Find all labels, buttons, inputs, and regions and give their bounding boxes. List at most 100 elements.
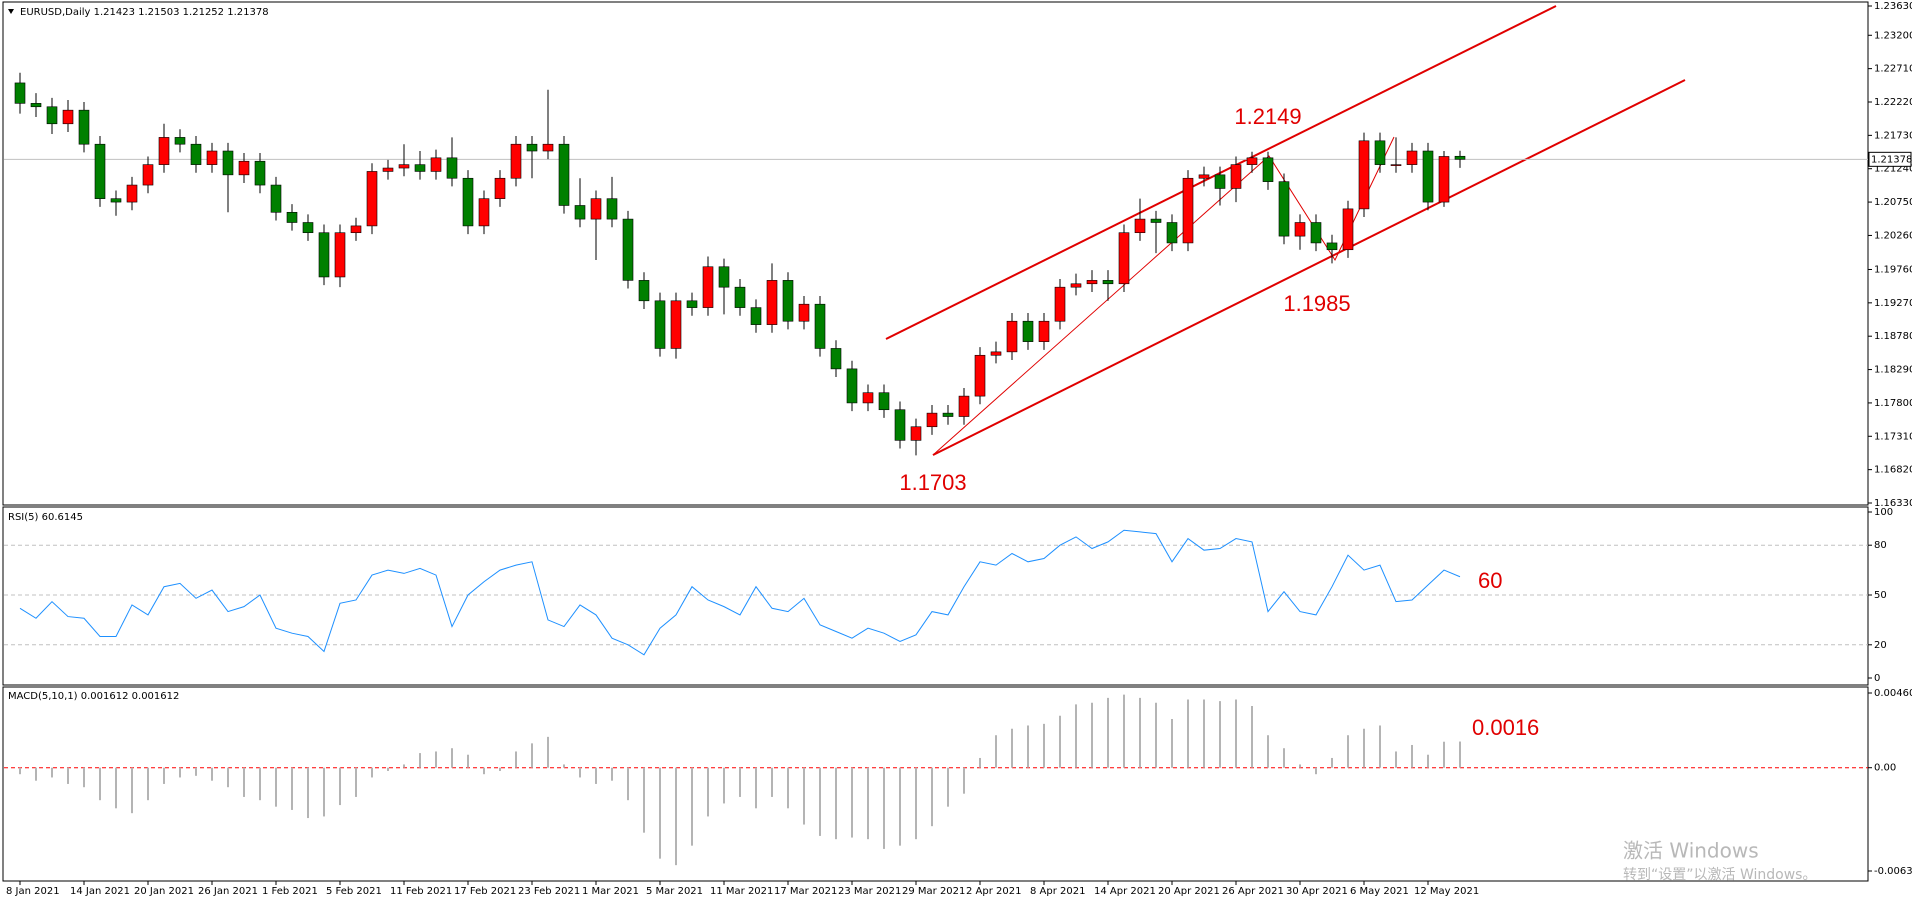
candle-body xyxy=(142,164,154,186)
candle-body xyxy=(478,198,490,227)
x-tick-label: 1 Mar 2021 xyxy=(582,886,639,897)
candle-body xyxy=(1102,280,1114,285)
y-tick-label: 1.20260 xyxy=(1874,230,1912,241)
y-tick-label: 80 xyxy=(1874,540,1887,551)
x-tick-label: 26 Apr 2021 xyxy=(1222,886,1284,897)
candle-body xyxy=(1358,140,1370,210)
candle-body xyxy=(686,300,698,308)
candle-body xyxy=(1326,242,1338,251)
annotation: 1.1985 xyxy=(1283,291,1350,316)
candle-body xyxy=(1150,218,1162,223)
candle-body xyxy=(1422,150,1434,203)
candle-body xyxy=(1182,177,1194,244)
x-tick-label: 6 May 2021 xyxy=(1350,886,1409,897)
candle-body xyxy=(318,232,330,278)
channel-upper xyxy=(885,5,1557,340)
candle-body xyxy=(1454,155,1466,160)
candle-body xyxy=(894,409,906,441)
rsi-panel xyxy=(2,506,1869,686)
candle-body xyxy=(190,143,202,165)
candle-body xyxy=(1262,157,1274,182)
y-tick-label: 1.22220 xyxy=(1874,97,1912,108)
x-tick-label: 14 Jan 2021 xyxy=(70,886,130,897)
candle-body xyxy=(238,160,250,176)
x-tick-label: 11 Mar 2021 xyxy=(710,886,773,897)
candle-body xyxy=(398,164,410,169)
main-panel xyxy=(2,1,1869,506)
y-tick-label: 1.19760 xyxy=(1874,264,1912,275)
x-tick-label: 30 Apr 2021 xyxy=(1286,886,1348,897)
candle-body xyxy=(78,109,90,145)
candle-body xyxy=(1134,218,1146,234)
annotation: 60 xyxy=(1478,568,1502,593)
candle-body xyxy=(590,198,602,220)
candle-body xyxy=(94,143,106,199)
candle-body xyxy=(174,137,186,145)
candle-body xyxy=(670,300,682,349)
candle-body xyxy=(622,218,634,281)
candle-body xyxy=(1054,286,1066,322)
y-tick-label: 0.00 xyxy=(1874,763,1896,774)
candle-body xyxy=(942,412,954,417)
rsi-title: RSI(5) 60.6145 xyxy=(8,512,83,523)
rsi-line xyxy=(19,529,1461,656)
macd-panel xyxy=(2,686,1869,882)
candle-body xyxy=(1006,320,1018,353)
x-tick-label: 8 Apr 2021 xyxy=(1030,886,1085,897)
candle-body xyxy=(302,222,314,234)
x-tick-label: 12 May 2021 xyxy=(1414,886,1479,897)
candle-body xyxy=(782,280,794,322)
x-tick-label: 5 Feb 2021 xyxy=(326,886,382,897)
x-tick-label: 1 Feb 2021 xyxy=(262,886,318,897)
candle-body xyxy=(430,157,442,172)
x-tick-label: 20 Jan 2021 xyxy=(134,886,194,897)
candle-body xyxy=(638,280,650,302)
y-tick-label: 50 xyxy=(1874,590,1887,601)
candle-body xyxy=(110,198,122,203)
candle-body xyxy=(1438,156,1450,203)
candle-body xyxy=(286,211,298,223)
candle-body xyxy=(446,157,458,179)
y-tick-label: 1.19270 xyxy=(1874,298,1912,309)
x-tick-label: 17 Feb 2021 xyxy=(454,886,516,897)
candle-body xyxy=(958,395,970,417)
candle-body xyxy=(878,392,890,411)
candle-body xyxy=(574,205,586,220)
channel-lower xyxy=(932,79,1686,456)
candle-body xyxy=(334,232,346,278)
candle-body xyxy=(558,143,570,206)
candle-body xyxy=(366,171,378,227)
candle-body xyxy=(846,368,858,404)
candle-body xyxy=(462,177,474,227)
x-tick-label: 23 Feb 2021 xyxy=(518,886,580,897)
menu-arrow[interactable] xyxy=(8,9,14,14)
candle-body xyxy=(702,266,714,308)
candle-body xyxy=(1390,164,1402,166)
candle-body xyxy=(382,167,394,172)
candle-body xyxy=(126,184,138,203)
candle-body xyxy=(1086,280,1098,285)
candle-body xyxy=(718,266,730,288)
candle-body xyxy=(910,426,922,441)
y-tick-label: 1.23200 xyxy=(1874,30,1912,41)
x-tick-label: 14 Apr 2021 xyxy=(1094,886,1156,897)
candle-body xyxy=(1070,283,1082,288)
y-tick-label: 1.18780 xyxy=(1874,331,1912,342)
candle-body xyxy=(254,160,266,186)
candle-body xyxy=(766,280,778,325)
y-tick-label: 1.17310 xyxy=(1874,431,1912,442)
x-tick-label: 5 Mar 2021 xyxy=(646,886,703,897)
candle-body xyxy=(414,164,426,172)
candle-body xyxy=(206,150,218,165)
x-tick-label: 11 Feb 2021 xyxy=(390,886,452,897)
annotation: 1.1703 xyxy=(899,470,966,495)
candle-body xyxy=(1278,181,1290,237)
y-tick-label: 1.16820 xyxy=(1874,465,1912,476)
candle-body xyxy=(734,286,746,308)
x-tick-label: 20 Apr 2021 xyxy=(1158,886,1220,897)
y-tick-label: 1.17800 xyxy=(1874,398,1912,409)
candle-body xyxy=(750,307,762,325)
candle-body xyxy=(798,303,810,322)
candle-body xyxy=(510,143,522,179)
